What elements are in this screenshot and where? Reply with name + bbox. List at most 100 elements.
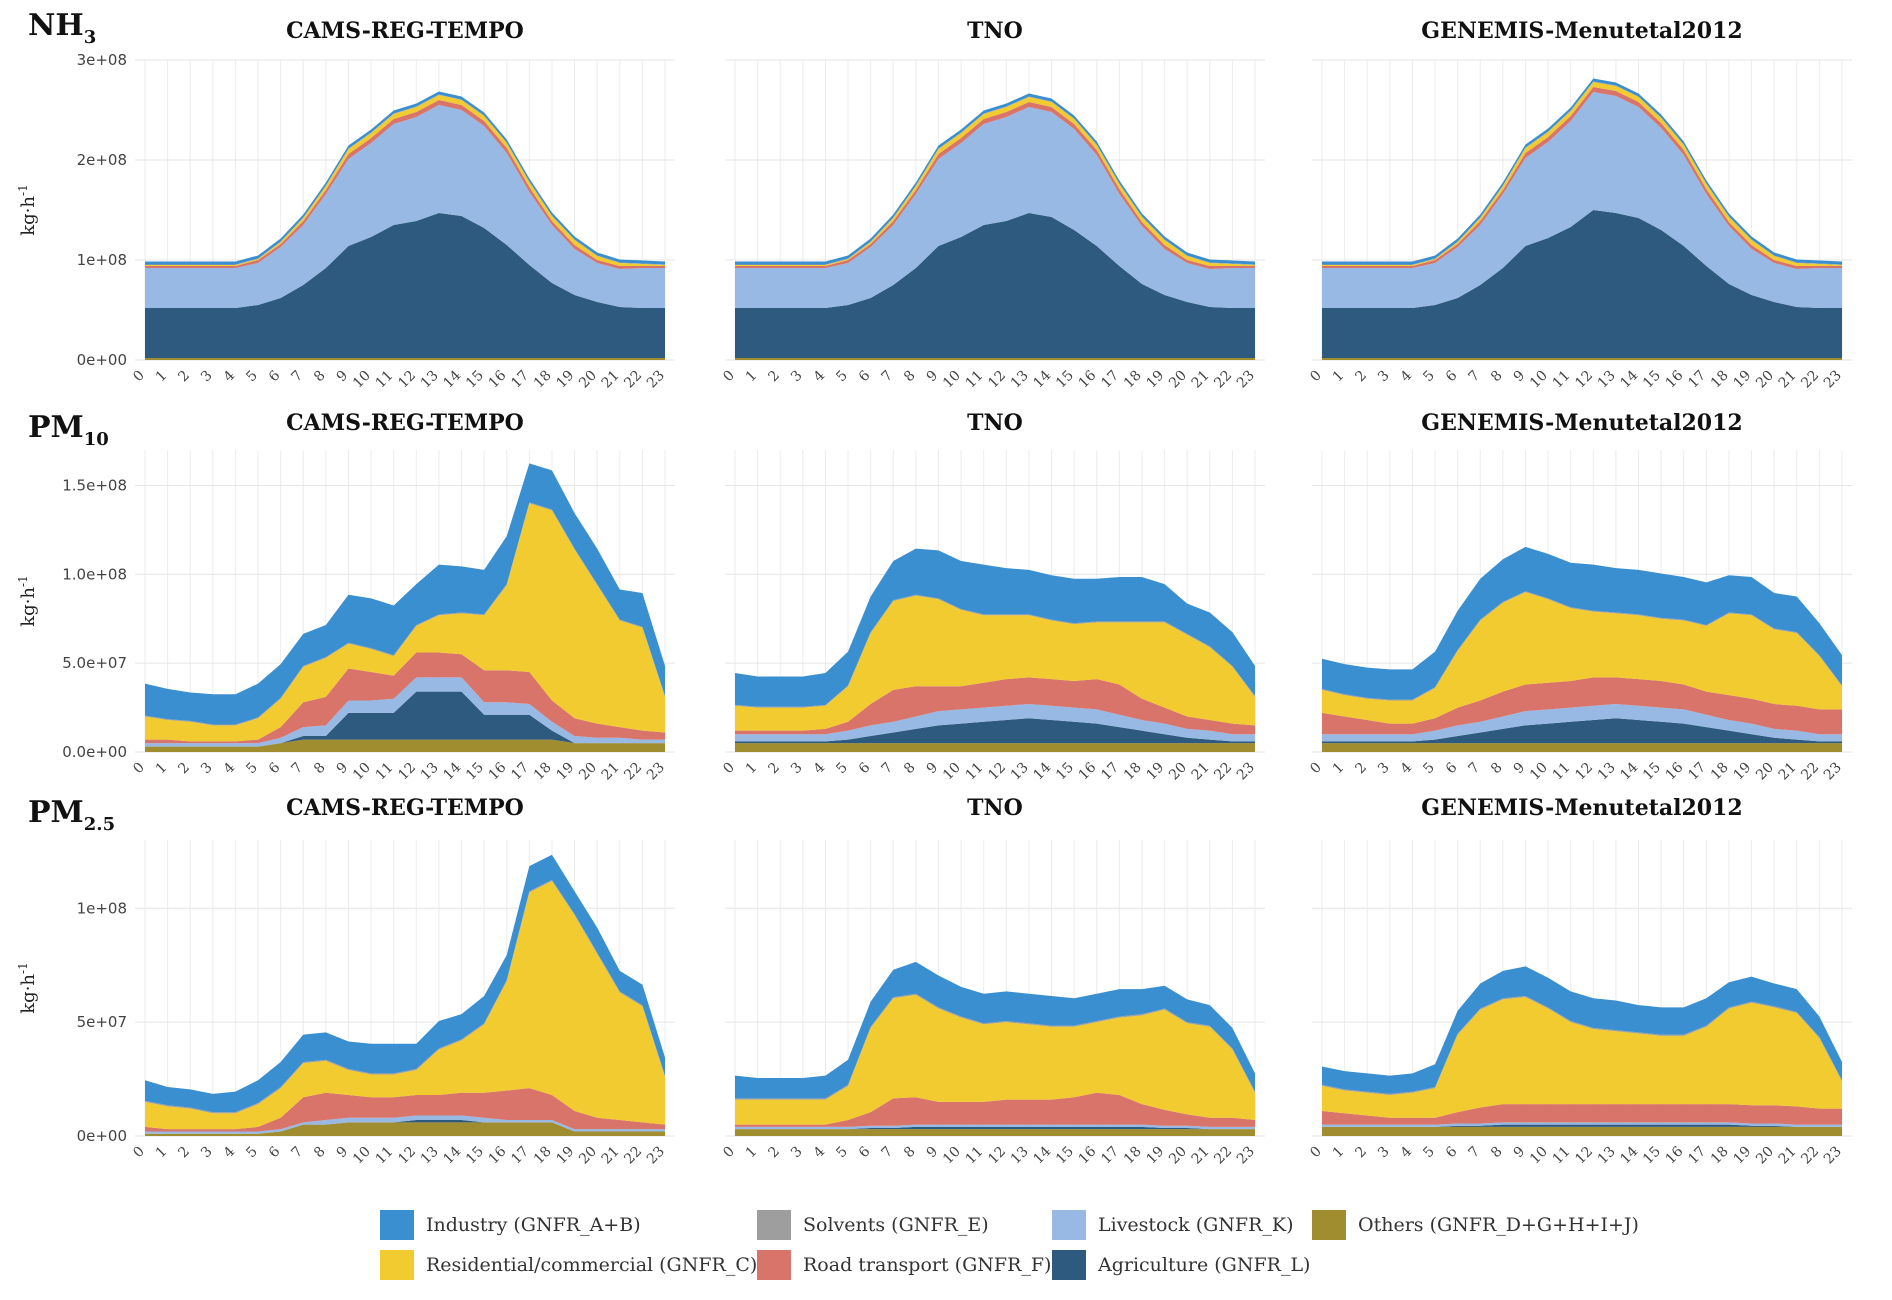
x-tick-label: 1 bbox=[1330, 760, 1348, 778]
legend-label-industry: Industry (GNFR_A+B) bbox=[426, 1214, 641, 1236]
legend: Industry (GNFR_A+B) Solvents (GNFR_E) Li… bbox=[380, 1210, 1680, 1290]
row-label-pm10: PM10 bbox=[28, 410, 109, 450]
x-tick-label: 5 bbox=[1420, 1144, 1438, 1162]
x-tick-label: 2 bbox=[175, 368, 193, 386]
area-series-agriculture-gnfr-l bbox=[735, 1126, 1255, 1130]
x-tick-label: 6 bbox=[1443, 367, 1461, 385]
area-series-agriculture-gnfr-l bbox=[145, 213, 665, 358]
y-tick-label: 1.5e+08 bbox=[62, 477, 127, 495]
x-tick-label: 13 bbox=[1595, 760, 1619, 784]
legend-item-industry: Industry (GNFR_A+B) bbox=[380, 1210, 641, 1240]
legend-swatch-others bbox=[1312, 1210, 1346, 1240]
x-tick-label: 4 bbox=[1398, 1143, 1416, 1161]
legend-item-livestock: Livestock (GNFR_K) bbox=[1052, 1210, 1294, 1240]
x-tick-label: 19 bbox=[1730, 760, 1754, 784]
x-tick-label: 14 bbox=[440, 367, 464, 391]
x-tick-label: 5 bbox=[1420, 368, 1438, 386]
x-tick-label: 13 bbox=[1008, 368, 1032, 392]
x-tick-label: 3 bbox=[788, 1144, 806, 1162]
x-tick-label: 0 bbox=[1307, 1144, 1325, 1162]
x-tick-label: 18 bbox=[1121, 368, 1145, 392]
panel-title: TNO bbox=[967, 795, 1023, 821]
x-tick-label: 17 bbox=[508, 368, 532, 392]
area-series-others-gnfr-d-g-h-i-j bbox=[735, 743, 1255, 752]
x-tick-label: 16 bbox=[486, 367, 510, 391]
x-tick-label: 20 bbox=[1753, 760, 1777, 784]
x-tick-label: 19 bbox=[1730, 1144, 1754, 1168]
x-tick-label: 23 bbox=[644, 1144, 668, 1168]
x-tick-label: 15 bbox=[463, 368, 487, 392]
x-tick-label: 5 bbox=[1420, 760, 1438, 778]
area-series-others-gnfr-d-g-h-i-j bbox=[735, 358, 1255, 360]
area-series-industry-gnfr-a-b bbox=[145, 854, 665, 1113]
x-tick-label: 9 bbox=[334, 760, 352, 778]
x-tick-label: 21 bbox=[599, 760, 623, 784]
area-series-residential-commercial-gnfr-c bbox=[1322, 592, 1842, 724]
x-tick-label: 16 bbox=[1663, 367, 1687, 391]
x-tick-label: 14 bbox=[1030, 759, 1054, 783]
x-tick-label: 6 bbox=[1443, 1143, 1461, 1161]
x-tick-label: 22 bbox=[1798, 368, 1822, 392]
y-tick-label: 1e+08 bbox=[77, 899, 127, 917]
x-tick-label: 11 bbox=[1550, 760, 1574, 784]
x-tick-label: 7 bbox=[288, 760, 306, 778]
x-tick-label: 1 bbox=[153, 368, 171, 386]
area-series-residential-commercial-gnfr-c bbox=[145, 880, 665, 1130]
x-tick-label: 14 bbox=[1617, 367, 1641, 391]
x-tick-label: 20 bbox=[1753, 368, 1777, 392]
x-tick-label: 9 bbox=[334, 1144, 352, 1162]
x-tick-label: 9 bbox=[924, 368, 942, 386]
x-tick-label: 2 bbox=[1352, 760, 1370, 778]
x-tick-label: 14 bbox=[1617, 1143, 1641, 1167]
x-tick-label: 12 bbox=[395, 368, 419, 392]
panel-1-cams-reg-tempo: CAMS-REG-TEMPO 0.0e+00 5.0e+07 1.0e+08 1.5e+… bbox=[16, 410, 675, 783]
x-tick-label: 10 bbox=[1527, 1144, 1551, 1168]
x-tick-label: 21 bbox=[599, 1144, 623, 1168]
x-tick-label: 21 bbox=[1776, 368, 1800, 392]
x-tick-label: 21 bbox=[1189, 1144, 1213, 1168]
legend-item-road-transport: Road transport (GNFR_F) bbox=[757, 1250, 1051, 1280]
x-tick-label: 2 bbox=[1352, 368, 1370, 386]
x-tick-label: 1 bbox=[1330, 368, 1348, 386]
x-tick-label: 1 bbox=[153, 760, 171, 778]
x-tick-label: 23 bbox=[1234, 760, 1258, 784]
area-series-agriculture-gnfr-l bbox=[735, 718, 1255, 744]
area-series-road-transport-gnfr-f bbox=[145, 1088, 665, 1132]
x-tick-label: 2 bbox=[765, 368, 783, 386]
x-tick-label: 4 bbox=[221, 759, 239, 777]
legend-swatch-livestock bbox=[1052, 1210, 1086, 1240]
x-tick-label: 23 bbox=[644, 760, 668, 784]
x-tick-label: 0 bbox=[130, 368, 148, 386]
x-tick-label: 10 bbox=[1527, 760, 1551, 784]
x-tick-label: 21 bbox=[599, 368, 623, 392]
y-tick-label: 0e+00 bbox=[77, 351, 127, 369]
x-tick-label: 4 bbox=[1398, 759, 1416, 777]
area-series-others-gnfr-d-g-h-i-j bbox=[145, 358, 665, 360]
x-tick-label: 6 bbox=[266, 1143, 284, 1161]
area-series-industry-gnfr-a-b bbox=[735, 548, 1255, 707]
x-tick-label: 16 bbox=[1076, 367, 1100, 391]
x-tick-label: 23 bbox=[1234, 368, 1258, 392]
x-tick-label: 22 bbox=[621, 1144, 645, 1168]
x-tick-label: 20 bbox=[576, 368, 600, 392]
area-series-others-gnfr-d-g-h-i-j bbox=[1322, 358, 1842, 360]
x-tick-label: 13 bbox=[1595, 368, 1619, 392]
x-tick-label: 20 bbox=[576, 760, 600, 784]
x-tick-label: 19 bbox=[1143, 1144, 1167, 1168]
x-tick-label: 5 bbox=[243, 760, 261, 778]
x-tick-label: 23 bbox=[1821, 760, 1845, 784]
area-series-agriculture-gnfr-l bbox=[145, 691, 665, 747]
x-tick-label: 11 bbox=[373, 760, 397, 784]
x-tick-label: 0 bbox=[720, 368, 738, 386]
x-tick-label: 14 bbox=[1617, 759, 1641, 783]
x-tick-label: 19 bbox=[1730, 368, 1754, 392]
y-tick-label: 0.0e+00 bbox=[62, 743, 127, 761]
x-tick-label: 7 bbox=[1465, 1144, 1483, 1162]
area-series-agriculture-gnfr-l bbox=[1322, 1124, 1842, 1127]
x-tick-label: 15 bbox=[463, 1144, 487, 1168]
area-series-road-transport-gnfr-f bbox=[735, 1092, 1255, 1127]
x-tick-label: 17 bbox=[508, 760, 532, 784]
x-tick-label: 22 bbox=[1211, 760, 1235, 784]
